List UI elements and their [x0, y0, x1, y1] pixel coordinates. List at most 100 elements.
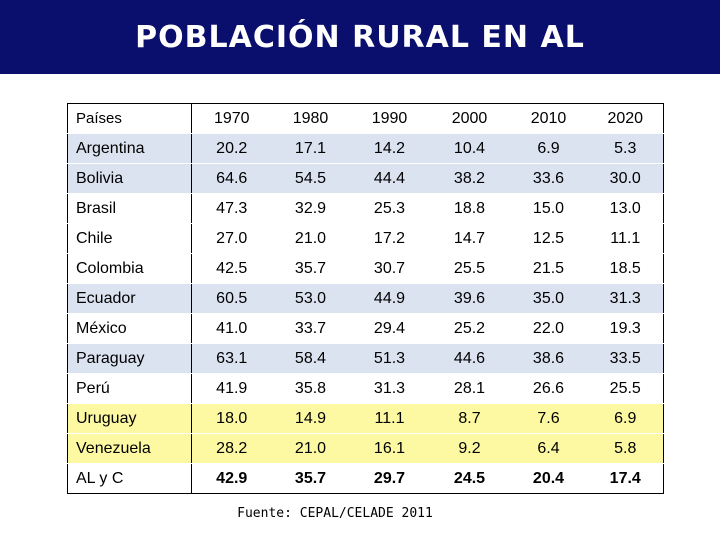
- value-cell: 42.5: [191, 253, 272, 284]
- value-cell: 22.0: [509, 313, 588, 344]
- table-row: Uruguay 18.0 14.9 11.1 8.7 7.6 6.9: [67, 403, 664, 434]
- value-cell: 41.9: [191, 373, 272, 404]
- value-cell: 42.9: [191, 463, 272, 494]
- value-cell: 21.5: [509, 253, 588, 284]
- value-cell: 11.1: [587, 223, 664, 254]
- value-cell: 25.5: [587, 373, 664, 404]
- value-cell: 21.0: [271, 223, 350, 254]
- value-cell: 21.0: [271, 433, 350, 464]
- value-cell: 41.0: [191, 313, 272, 344]
- value-cell: 5.8: [587, 433, 664, 464]
- value-cell: 35.0: [509, 283, 588, 314]
- value-cell: 24.5: [429, 463, 510, 494]
- title-banner: POBLACIÓN RURAL EN AL: [0, 0, 720, 74]
- value-cell: 54.5: [271, 163, 350, 194]
- value-cell: 14.2: [349, 133, 430, 164]
- country-name-cell: Argentina: [67, 133, 192, 164]
- value-cell: 31.3: [349, 373, 430, 404]
- value-cell: 10.4: [429, 133, 510, 164]
- rural-population-table: Países 1970 1980 1990 2000 2010 2020 Arg…: [67, 103, 664, 494]
- country-name-cell: Uruguay: [67, 403, 192, 434]
- header-year: 2020: [587, 103, 664, 134]
- value-cell: 38.2: [429, 163, 510, 194]
- value-cell: 17.4: [587, 463, 664, 494]
- value-cell: 19.3: [587, 313, 664, 344]
- country-name-cell: Venezuela: [67, 433, 192, 464]
- value-cell: 20.2: [191, 133, 272, 164]
- country-name-cell: Colombia: [67, 253, 192, 284]
- table-row: Brasil 47.3 32.9 25.3 18.8 15.0 13.0: [67, 193, 664, 224]
- value-cell: 28.1: [429, 373, 510, 404]
- value-cell: 18.5: [587, 253, 664, 284]
- value-cell: 17.2: [349, 223, 430, 254]
- value-cell: 33.7: [271, 313, 350, 344]
- value-cell: 26.6: [509, 373, 588, 404]
- value-cell: 53.0: [271, 283, 350, 314]
- country-name-cell: AL y C: [67, 463, 192, 494]
- value-cell: 58.4: [271, 343, 350, 374]
- value-cell: 44.6: [429, 343, 510, 374]
- header-year: 2010: [509, 103, 588, 134]
- country-name-cell: Chile: [67, 223, 192, 254]
- value-cell: 25.5: [429, 253, 510, 284]
- value-cell: 15.0: [509, 193, 588, 224]
- value-cell: 18.8: [429, 193, 510, 224]
- value-cell: 30.0: [587, 163, 664, 194]
- value-cell: 20.4: [509, 463, 588, 494]
- value-cell: 16.1: [349, 433, 430, 464]
- value-cell: 29.7: [349, 463, 430, 494]
- table-row: Argentina 20.2 17.1 14.2 10.4 6.9 5.3: [67, 133, 664, 164]
- country-name-cell: México: [67, 313, 192, 344]
- value-cell: 25.2: [429, 313, 510, 344]
- value-cell: 35.7: [271, 463, 350, 494]
- value-cell: 9.2: [429, 433, 510, 464]
- value-cell: 64.6: [191, 163, 272, 194]
- table-row: Chile 27.0 21.0 17.2 14.7 12.5 11.1: [67, 223, 664, 254]
- value-cell: 14.7: [429, 223, 510, 254]
- table-row: Colombia 42.5 35.7 30.7 25.5 21.5 18.5: [67, 253, 664, 284]
- value-cell: 39.6: [429, 283, 510, 314]
- value-cell: 17.1: [271, 133, 350, 164]
- country-name-cell: Ecuador: [67, 283, 192, 314]
- table-row: Ecuador 60.5 53.0 44.9 39.6 35.0 31.3: [67, 283, 664, 314]
- country-name-cell: Bolivia: [67, 163, 192, 194]
- header-year: 1970: [191, 103, 272, 134]
- table-row: Venezuela 28.2 21.0 16.1 9.2 6.4 5.8: [67, 433, 664, 464]
- value-cell: 47.3: [191, 193, 272, 224]
- value-cell: 33.5: [587, 343, 664, 374]
- value-cell: 51.3: [349, 343, 430, 374]
- value-cell: 18.0: [191, 403, 272, 434]
- table-row: Perú 41.9 35.8 31.3 28.1 26.6 25.5: [67, 373, 664, 404]
- value-cell: 33.6: [509, 163, 588, 194]
- country-name-cell: Perú: [67, 373, 192, 404]
- value-cell: 38.6: [509, 343, 588, 374]
- country-name-cell: Brasil: [67, 193, 192, 224]
- value-cell: 30.7: [349, 253, 430, 284]
- value-cell: 13.0: [587, 193, 664, 224]
- value-cell: 29.4: [349, 313, 430, 344]
- header-year: 2000: [429, 103, 510, 134]
- value-cell: 44.4: [349, 163, 430, 194]
- value-cell: 60.5: [191, 283, 272, 314]
- value-cell: 5.3: [587, 133, 664, 164]
- table-row: Paraguay 63.1 58.4 51.3 44.6 38.6 33.5: [67, 343, 664, 374]
- value-cell: 6.9: [587, 403, 664, 434]
- value-cell: 44.9: [349, 283, 430, 314]
- header-countries: Países: [67, 103, 192, 134]
- value-cell: 35.7: [271, 253, 350, 284]
- value-cell: 11.1: [349, 403, 430, 434]
- value-cell: 12.5: [509, 223, 588, 254]
- table-total-row: AL y C 42.9 35.7 29.7 24.5 20.4 17.4: [67, 463, 664, 494]
- country-name-cell: Paraguay: [67, 343, 192, 374]
- value-cell: 27.0: [191, 223, 272, 254]
- value-cell: 7.6: [509, 403, 588, 434]
- value-cell: 32.9: [271, 193, 350, 224]
- header-year: 1980: [271, 103, 350, 134]
- value-cell: 25.3: [349, 193, 430, 224]
- value-cell: 31.3: [587, 283, 664, 314]
- table-row: México 41.0 33.7 29.4 25.2 22.0 19.3: [67, 313, 664, 344]
- value-cell: 14.9: [271, 403, 350, 434]
- source-note: Fuente: CEPAL/CELADE 2011: [237, 506, 433, 521]
- slide-title: POBLACIÓN RURAL EN AL: [135, 19, 585, 55]
- value-cell: 6.4: [509, 433, 588, 464]
